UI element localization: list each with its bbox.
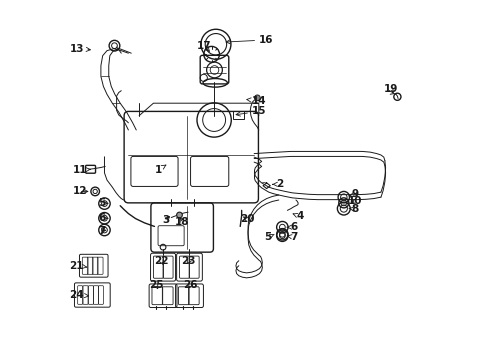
- Text: 24: 24: [69, 290, 88, 300]
- Text: 4: 4: [292, 211, 303, 221]
- Text: 14: 14: [246, 96, 265, 106]
- Text: 20: 20: [240, 214, 254, 224]
- Text: 8: 8: [348, 204, 358, 214]
- Text: 25: 25: [148, 280, 163, 290]
- Text: 9: 9: [348, 189, 358, 199]
- Text: 21: 21: [69, 261, 86, 271]
- Text: 3: 3: [162, 215, 169, 225]
- Text: 5: 5: [264, 232, 274, 242]
- Circle shape: [254, 95, 260, 101]
- Text: 23: 23: [181, 256, 196, 266]
- Text: 7: 7: [286, 232, 297, 242]
- Text: 22: 22: [154, 256, 168, 266]
- Text: 26: 26: [183, 280, 197, 290]
- Text: 5: 5: [98, 198, 108, 208]
- Text: 18: 18: [175, 217, 189, 227]
- Text: 11: 11: [73, 165, 90, 175]
- Text: 17: 17: [197, 41, 211, 51]
- Circle shape: [176, 212, 182, 218]
- Text: 15: 15: [236, 107, 265, 116]
- Text: 12: 12: [73, 186, 88, 197]
- Bar: [233, 111, 244, 118]
- Text: 16: 16: [225, 35, 273, 45]
- Text: 13: 13: [69, 44, 90, 54]
- Text: 10: 10: [347, 197, 362, 206]
- Text: 1: 1: [154, 165, 165, 175]
- Text: 6: 6: [286, 222, 297, 232]
- Text: 2: 2: [272, 179, 283, 189]
- Text: 19: 19: [383, 84, 397, 94]
- Text: 7: 7: [98, 226, 105, 236]
- Text: 6: 6: [98, 213, 108, 223]
